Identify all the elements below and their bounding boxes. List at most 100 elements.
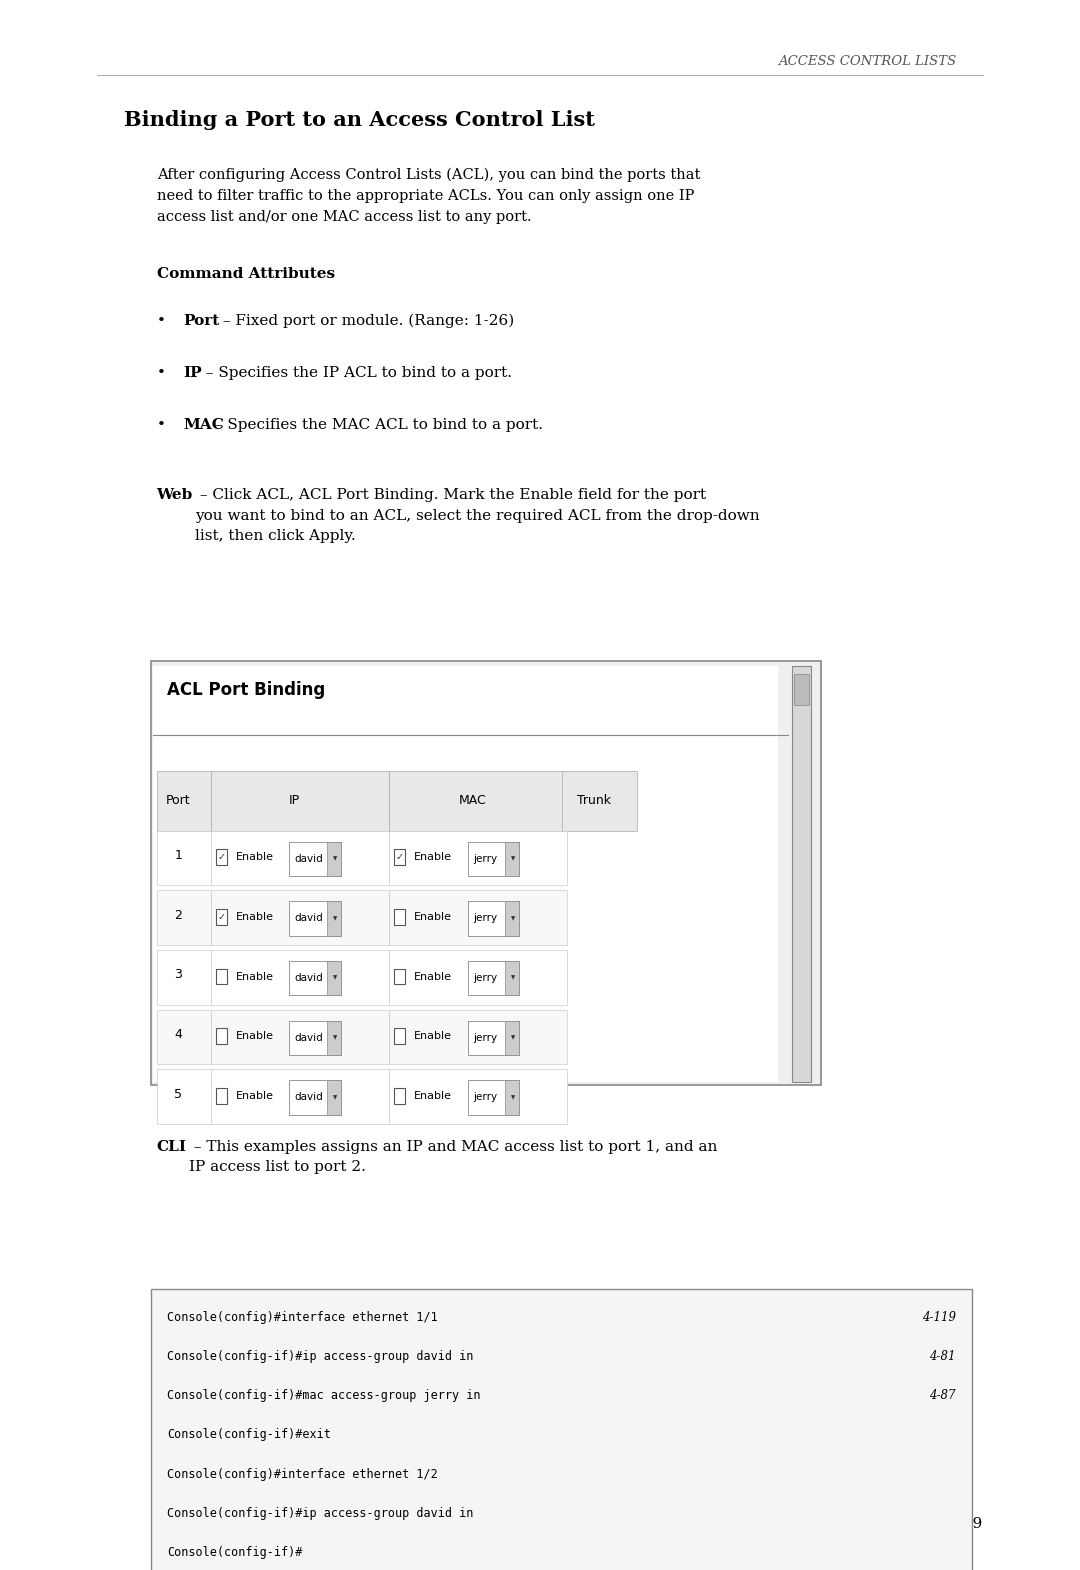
Text: jerry: jerry [473,1093,497,1102]
Text: Console(config-if)#ip access-group david in: Console(config-if)#ip access-group david… [167,1350,474,1363]
Text: ACL Port Binding: ACL Port Binding [167,681,326,699]
FancyBboxPatch shape [794,674,809,705]
Text: ▼: ▼ [333,1035,337,1041]
FancyBboxPatch shape [211,831,389,885]
FancyBboxPatch shape [327,1020,341,1055]
FancyBboxPatch shape [468,1020,519,1055]
Text: Binding a Port to an Access Control List: Binding a Port to an Access Control List [124,110,595,130]
Text: 4-119: 4-119 [922,1311,956,1324]
Text: IP: IP [184,366,202,380]
Text: CLI: CLI [157,1140,187,1154]
FancyBboxPatch shape [211,771,389,831]
FancyBboxPatch shape [157,950,211,1005]
Text: 5: 5 [174,1088,183,1101]
Text: Web: Web [157,488,193,502]
Text: Enable: Enable [235,1091,273,1101]
FancyBboxPatch shape [394,909,405,925]
FancyBboxPatch shape [151,1289,972,1570]
Text: Port: Port [184,314,220,328]
Text: •: • [157,366,165,380]
Text: ✓: ✓ [395,853,404,862]
FancyBboxPatch shape [211,1069,389,1124]
FancyBboxPatch shape [792,666,811,1082]
Text: ▼: ▼ [333,856,337,862]
Text: After configuring Access Control Lists (ACL), you can bind the ports that
need t: After configuring Access Control Lists (… [157,168,700,223]
FancyBboxPatch shape [505,1020,519,1055]
Text: Console(config-if)#: Console(config-if)# [167,1546,302,1559]
FancyBboxPatch shape [468,1080,519,1115]
Text: david: david [295,854,324,864]
FancyBboxPatch shape [505,901,519,936]
Text: Trunk: Trunk [577,794,611,807]
Text: ▼: ▼ [511,1094,515,1101]
FancyBboxPatch shape [216,1088,227,1104]
Text: Console(config-if)#mac access-group jerry in: Console(config-if)#mac access-group jerr… [167,1389,481,1402]
Text: Console(config)#interface ethernet 1/1: Console(config)#interface ethernet 1/1 [167,1311,438,1324]
Text: ▼: ▼ [333,1094,337,1101]
Text: Command Attributes: Command Attributes [157,267,335,281]
Text: david: david [295,1033,324,1042]
Text: Port: Port [166,794,190,807]
FancyBboxPatch shape [157,1069,211,1124]
Text: •: • [157,314,165,328]
FancyBboxPatch shape [157,831,211,885]
FancyBboxPatch shape [389,831,567,885]
Text: jerry: jerry [473,914,497,923]
FancyBboxPatch shape [289,961,341,995]
Text: 4-81: 4-81 [929,1350,956,1363]
FancyBboxPatch shape [327,901,341,936]
Text: Console(config-if)#ip access-group david in: Console(config-if)#ip access-group david… [167,1507,474,1520]
FancyBboxPatch shape [157,771,211,831]
FancyBboxPatch shape [505,842,519,876]
Text: jerry: jerry [473,1033,497,1042]
FancyBboxPatch shape [153,666,778,1082]
Text: – Fixed port or module. (Range: 1-26): – Fixed port or module. (Range: 1-26) [218,314,514,328]
Text: Console(config)#interface ethernet 1/2: Console(config)#interface ethernet 1/2 [167,1468,438,1481]
Text: jerry: jerry [473,973,497,983]
Text: 4-87: 4-87 [929,1389,956,1402]
Text: Enable: Enable [414,1091,451,1101]
FancyBboxPatch shape [289,1020,341,1055]
FancyBboxPatch shape [157,890,211,945]
Text: ▼: ▼ [333,915,337,922]
Text: 2: 2 [174,909,183,922]
FancyBboxPatch shape [389,771,567,831]
Text: Enable: Enable [235,853,273,862]
FancyBboxPatch shape [211,1010,389,1064]
FancyBboxPatch shape [216,849,227,865]
FancyBboxPatch shape [211,950,389,1005]
Text: – Specifies the IP ACL to bind to a port.: – Specifies the IP ACL to bind to a port… [201,366,512,380]
Text: MAC: MAC [459,794,486,807]
Text: ✓: ✓ [217,912,226,922]
FancyBboxPatch shape [505,961,519,995]
Text: david: david [295,973,324,983]
Text: Enable: Enable [414,1031,451,1041]
FancyBboxPatch shape [389,950,567,1005]
FancyBboxPatch shape [505,1080,519,1115]
FancyBboxPatch shape [389,890,567,945]
Text: Console(config-if)#exit: Console(config-if)#exit [167,1429,332,1441]
Text: ✓: ✓ [217,853,226,862]
Text: ▼: ▼ [511,915,515,922]
FancyBboxPatch shape [216,1028,227,1044]
FancyBboxPatch shape [216,909,227,925]
Text: ▼: ▼ [511,856,515,862]
FancyBboxPatch shape [157,1010,211,1064]
FancyBboxPatch shape [211,890,389,945]
Text: 1: 1 [174,849,183,862]
Text: ACCESS CONTROL LISTS: ACCESS CONTROL LISTS [778,55,956,68]
Text: •: • [157,418,165,432]
FancyBboxPatch shape [394,1028,405,1044]
Text: – This examples assigns an IP and MAC access list to port 1, and an
IP access li: – This examples assigns an IP and MAC ac… [189,1140,717,1174]
Text: – Click ACL, ACL Port Binding. Mark the Enable field for the port
you want to bi: – Click ACL, ACL Port Binding. Mark the … [195,488,760,543]
FancyBboxPatch shape [327,961,341,995]
Text: ▼: ▼ [333,975,337,981]
Text: Enable: Enable [414,912,451,922]
FancyBboxPatch shape [468,842,519,876]
Text: Enable: Enable [414,972,451,981]
Text: 4: 4 [174,1028,183,1041]
Text: MAC: MAC [184,418,225,432]
FancyBboxPatch shape [389,1010,567,1064]
FancyBboxPatch shape [394,1088,405,1104]
FancyBboxPatch shape [562,771,637,831]
